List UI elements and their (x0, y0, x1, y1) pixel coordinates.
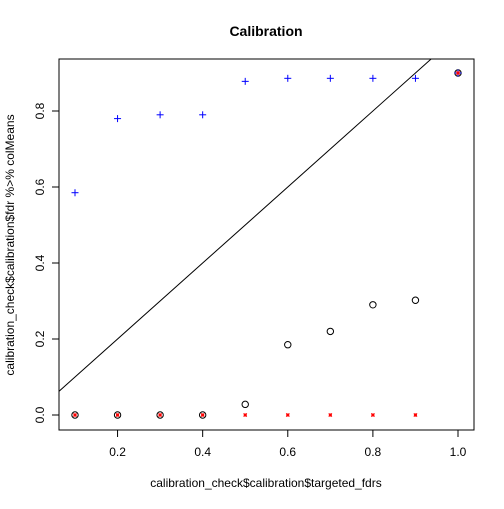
data-point-circle (198, 411, 207, 419)
series-circle (71, 69, 462, 419)
series-plus (71, 69, 462, 197)
x-tick-label: 0.8 (365, 445, 382, 459)
ast-d2 (158, 413, 163, 417)
data-point-circle (156, 411, 164, 419)
data-point-asterisk (73, 413, 77, 417)
data-point-plus (411, 74, 419, 82)
data-point-circle (113, 411, 122, 419)
data-point-circle (326, 327, 335, 336)
data-point-plus (71, 189, 79, 197)
y-tick-label: 0.4 (33, 254, 47, 271)
data-point-asterisk (243, 413, 248, 417)
x-tick-label: 0.2 (109, 445, 126, 459)
ast-d2 (115, 413, 120, 417)
x-axis-label: calibration_check$calibration$targeted_f… (150, 476, 381, 490)
y-tick-label: 0.8 (33, 102, 47, 119)
ast-d2 (200, 413, 205, 417)
data-point-plus (114, 115, 122, 123)
x-axis: 0.2 0.4 0.6 0.8 1.0 (109, 429, 467, 459)
data-point-plus (326, 74, 334, 82)
data-point-asterisk (370, 413, 375, 417)
data-point-asterisk (115, 413, 120, 417)
ast-d2 (243, 413, 248, 417)
data-point-asterisk (158, 413, 163, 417)
plot-frame (58, 58, 475, 431)
ast-d2 (73, 413, 77, 417)
x-tick-label: 1.0 (450, 445, 467, 459)
data-point-circle (284, 341, 292, 349)
data-point-circle (71, 411, 79, 419)
ast-d2 (370, 413, 375, 417)
ast-d2 (456, 71, 460, 75)
data-point-asterisk (328, 413, 333, 417)
data-point-asterisk (413, 413, 418, 417)
data-point-asterisk (285, 413, 290, 417)
data-point-plus (156, 111, 164, 119)
data-point-plus (284, 74, 292, 82)
series-asterisk (73, 71, 460, 417)
data-point-asterisk (200, 413, 205, 417)
y-tick-label: 0.2 (33, 330, 47, 347)
data-point-plus (369, 74, 377, 82)
data-point-circle (411, 296, 420, 304)
ast-d2 (413, 413, 418, 417)
ast-d2 (285, 413, 290, 417)
data-point-asterisk (456, 71, 460, 75)
data-point-circle (241, 400, 249, 409)
y-tick-label: 0.0 (33, 406, 47, 423)
data-point-plus (199, 111, 207, 119)
y-axis-label: calibration_check$calibration$fdr %>% co… (3, 114, 17, 375)
ast-d2 (328, 413, 333, 417)
data-point-circle (369, 301, 377, 309)
y-tick-label: 0.6 (33, 178, 47, 195)
x-tick-label: 0.6 (279, 445, 296, 459)
y-axis: 0.0 0.2 0.4 0.6 0.8 (33, 102, 60, 423)
chart-title: Calibration (229, 23, 302, 39)
x-tick-label: 0.4 (194, 445, 211, 459)
data-point-plus (241, 77, 249, 85)
data-points (71, 69, 462, 419)
